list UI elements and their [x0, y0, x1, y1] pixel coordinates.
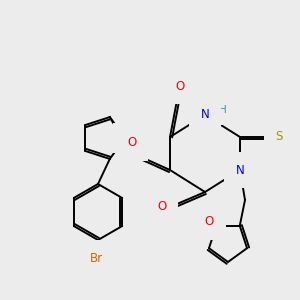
Text: S: S	[275, 130, 283, 143]
Text: H: H	[123, 133, 131, 143]
Text: O: O	[205, 215, 214, 228]
Text: Br: Br	[89, 251, 103, 265]
Text: N: N	[201, 109, 209, 122]
Text: H: H	[219, 105, 227, 115]
Text: N: N	[236, 164, 244, 176]
Text: O: O	[158, 200, 166, 214]
Text: O: O	[128, 136, 136, 149]
Text: O: O	[176, 80, 184, 92]
